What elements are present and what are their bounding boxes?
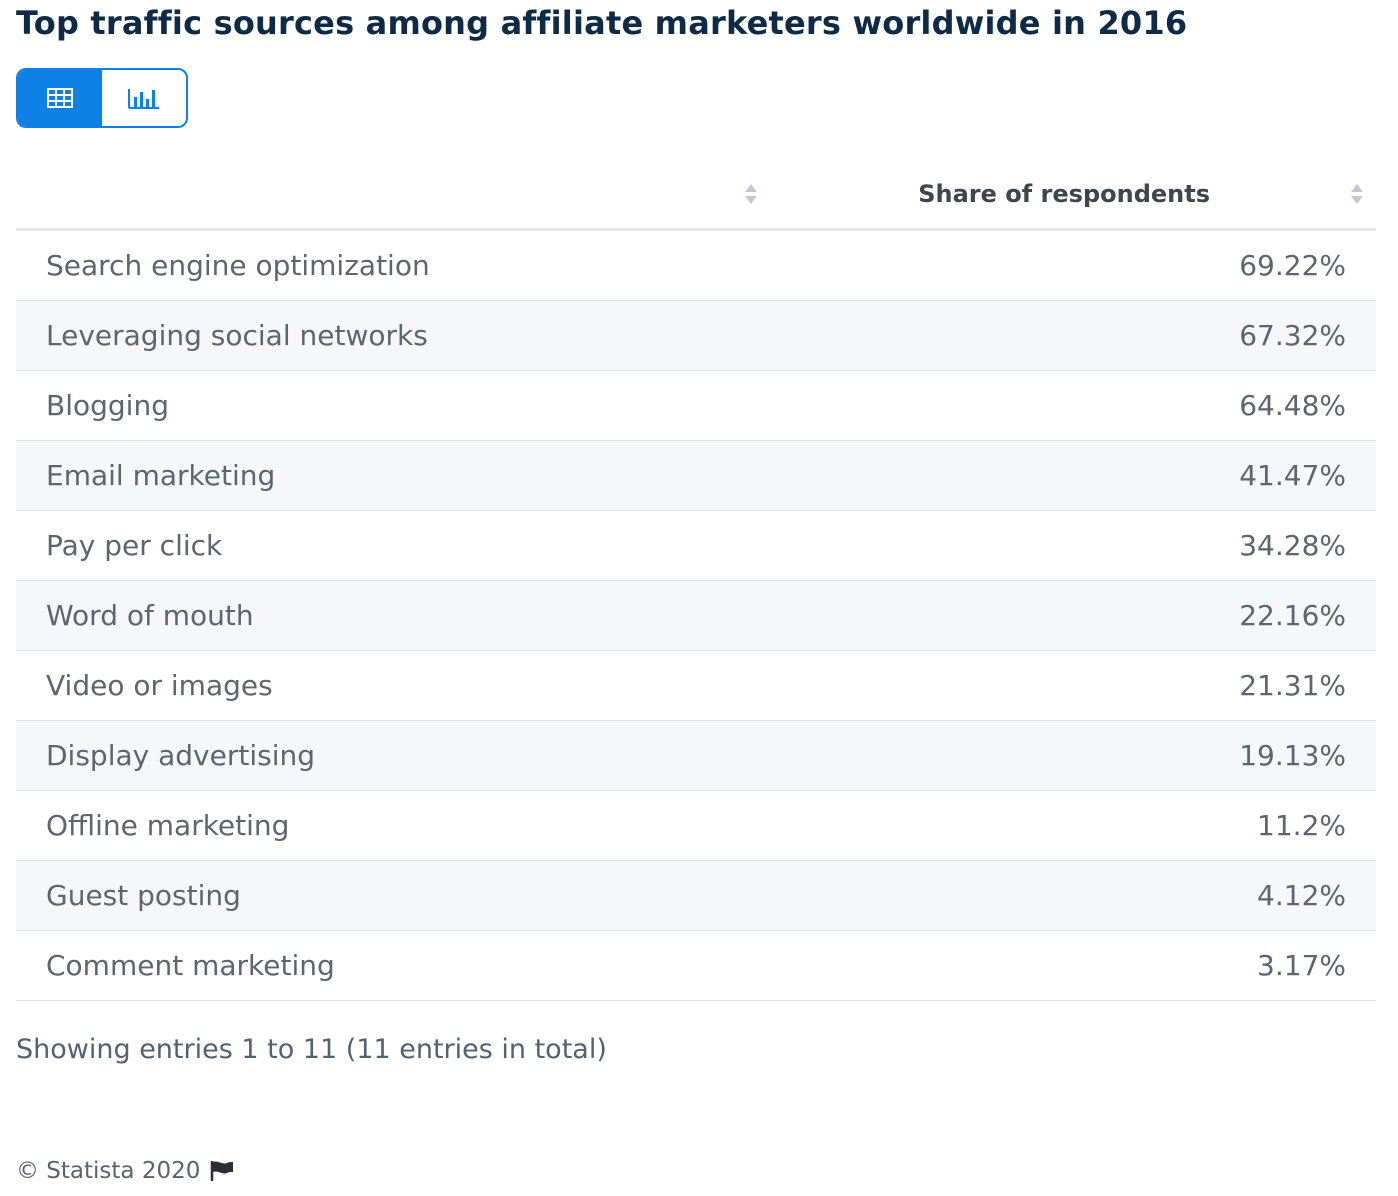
table-row: Offline marketing 11.2% — [16, 790, 1376, 861]
table-row: Video or images 21.31% — [16, 650, 1376, 721]
value-cell: 67.32% — [776, 300, 1376, 371]
column-header-category[interactable] — [16, 158, 776, 231]
value-cell: 69.22% — [776, 229, 1376, 301]
value-cell: 34.28% — [776, 510, 1376, 581]
data-table: Share of respondents Search engine optim… — [16, 158, 1376, 1001]
table-header-row: Share of respondents — [16, 158, 1376, 231]
value-cell: 4.12% — [776, 860, 1376, 931]
value-cell: 11.2% — [776, 790, 1376, 861]
copyright-text: © Statista 2020 — [16, 1158, 201, 1184]
category-cell: Display advertising — [16, 720, 776, 791]
category-cell: Email marketing — [16, 440, 776, 511]
table-row: Search engine optimization 69.22% — [16, 229, 1376, 301]
value-cell: 19.13% — [776, 720, 1376, 791]
column-header-label: Share of respondents — [918, 180, 1210, 208]
table-row: Leveraging social networks 67.32% — [16, 300, 1376, 371]
category-cell: Comment marketing — [16, 930, 776, 1001]
table-view-button[interactable] — [18, 70, 102, 126]
category-cell: Pay per click — [16, 510, 776, 581]
category-cell: Leveraging social networks — [16, 300, 776, 371]
value-cell: 21.31% — [776, 650, 1376, 721]
table-row: Pay per click 34.28% — [16, 510, 1376, 581]
value-cell: 64.48% — [776, 370, 1376, 441]
page-title: Top traffic sources among affiliate mark… — [16, 4, 1188, 42]
sort-icon — [745, 184, 757, 204]
chart-view-button[interactable] — [102, 70, 186, 126]
flag-icon[interactable] — [210, 1160, 234, 1182]
category-cell: Guest posting — [16, 860, 776, 931]
table-row: Guest posting 4.12% — [16, 860, 1376, 931]
table-body: Search engine optimization 69.22% Leveragi… — [16, 229, 1376, 1001]
table-row: Blogging 64.48% — [16, 370, 1376, 441]
table-icon — [47, 88, 73, 108]
value-cell: 41.47% — [776, 440, 1376, 511]
value-cell: 22.16% — [776, 580, 1376, 651]
bar-chart-icon — [128, 89, 159, 109]
category-cell: Search engine optimization — [16, 229, 776, 301]
table-row: Comment marketing 3.17% — [16, 930, 1376, 1001]
sort-icon — [1351, 184, 1363, 204]
table-row: Word of mouth 22.16% — [16, 580, 1376, 651]
footer: © Statista 2020 — [16, 1158, 234, 1184]
table-row: Display advertising 19.13% — [16, 720, 1376, 791]
view-toggle — [16, 68, 188, 128]
category-cell: Blogging — [16, 370, 776, 441]
category-cell: Word of mouth — [16, 580, 776, 651]
table-row: Email marketing 41.47% — [16, 440, 1376, 511]
value-cell: 3.17% — [776, 930, 1376, 1001]
category-cell: Offline marketing — [16, 790, 776, 861]
entries-info: Showing entries 1 to 11 (11 entries in t… — [16, 1034, 607, 1065]
column-header-share[interactable]: Share of respondents — [776, 158, 1376, 231]
category-cell: Video or images — [16, 650, 776, 721]
